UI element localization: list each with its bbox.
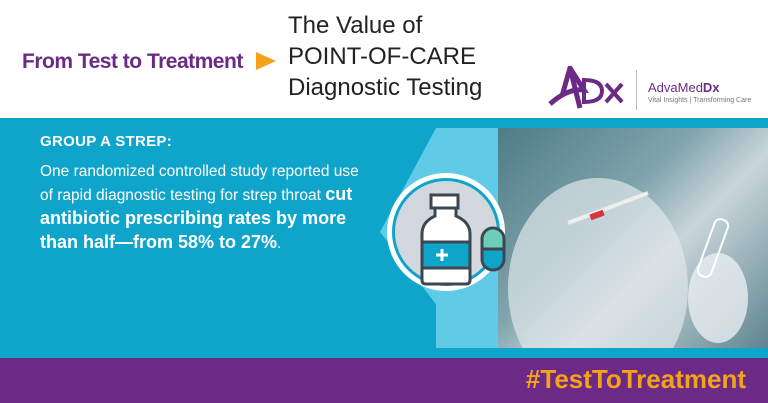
page-title: The Value of POINT-OF-CARE Diagnostic Te… bbox=[288, 10, 482, 103]
body-text: One randomized controlled study reported… bbox=[40, 163, 359, 252]
title-line: The Value of bbox=[288, 12, 423, 39]
header: From Test to Treatment The Value of POIN… bbox=[0, 0, 768, 118]
title-line: POINT-OF-CARE bbox=[288, 43, 477, 70]
divider bbox=[636, 70, 637, 110]
title-line: Diagnostic Testing bbox=[288, 74, 483, 101]
tagline: From Test to Treatment bbox=[22, 50, 243, 73]
arrow-icon bbox=[256, 52, 276, 70]
section-heading: GROUP A STREP: bbox=[40, 133, 172, 150]
footer-bar bbox=[0, 358, 768, 403]
adx-logo bbox=[548, 66, 624, 109]
doctor-photo bbox=[498, 128, 768, 348]
brand-subtitle: Vital Insights | Transforming Care bbox=[648, 97, 752, 104]
brand-name: AdvaMedDx bbox=[648, 80, 720, 95]
hashtag: #TestToTreatment bbox=[525, 364, 746, 394]
photo-illustration bbox=[508, 178, 748, 348]
medicine-bottle-and-pill-icon bbox=[387, 173, 506, 291]
